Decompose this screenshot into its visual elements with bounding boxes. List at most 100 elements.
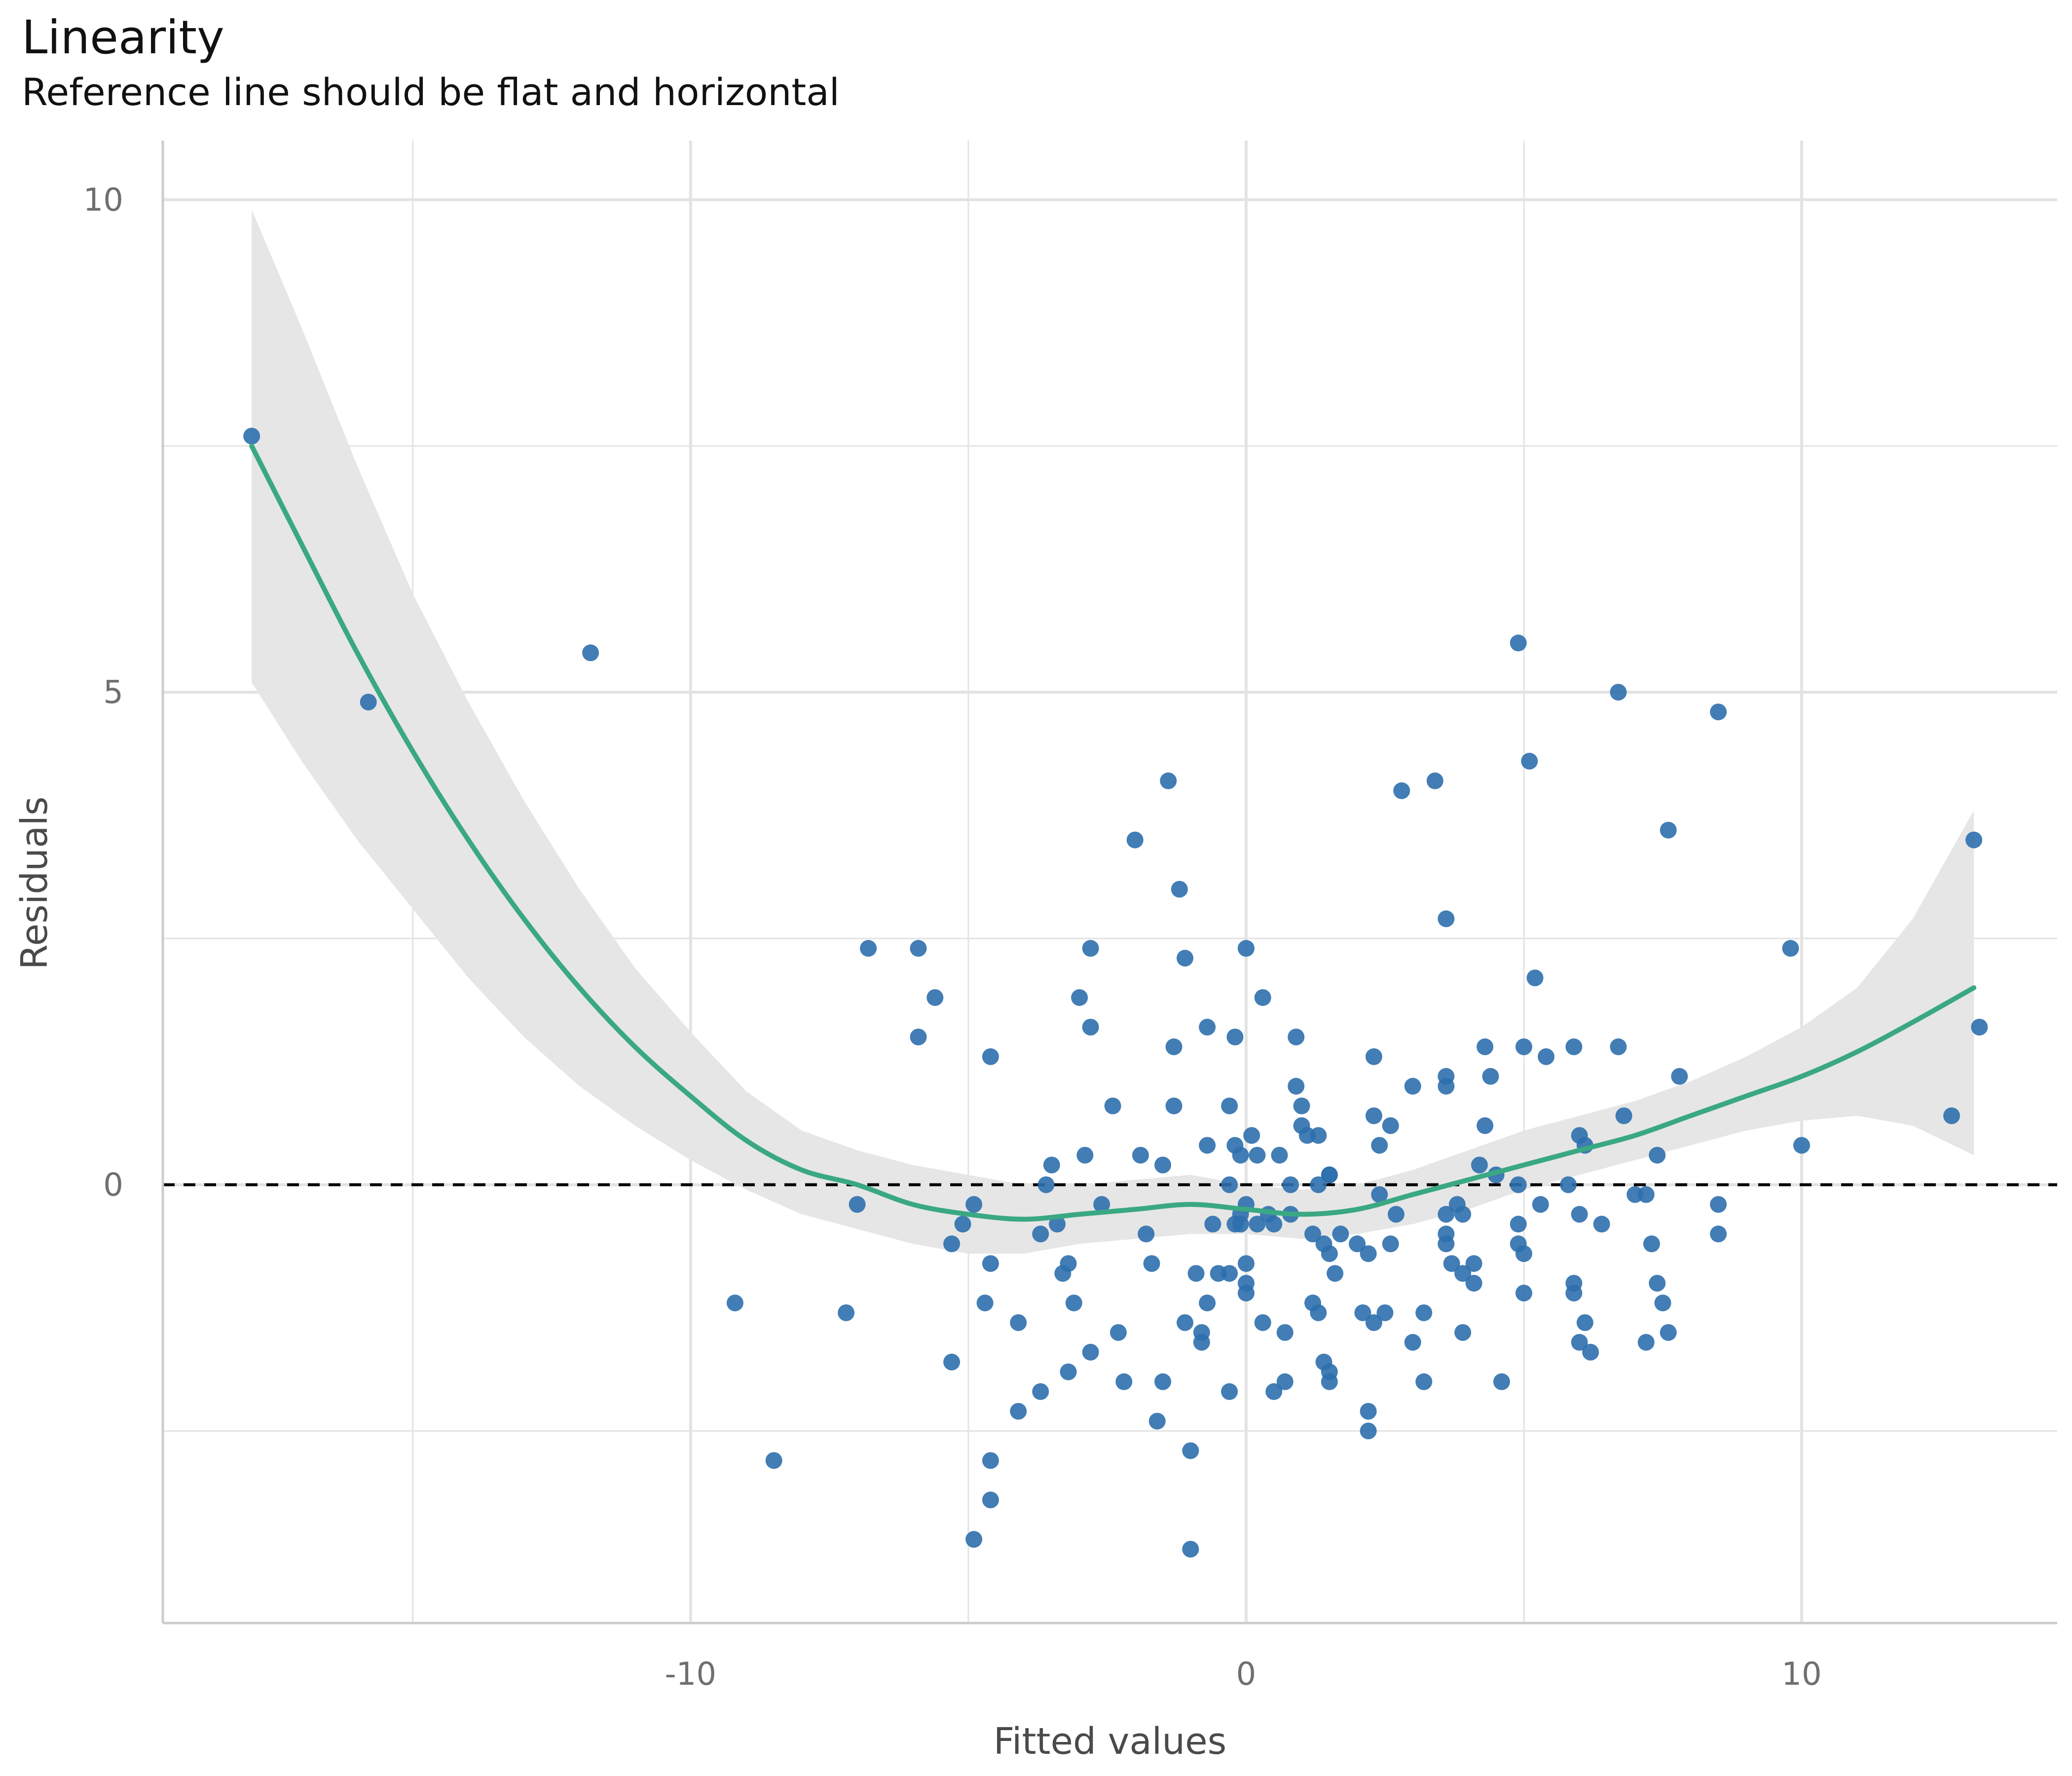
- data-point: [1793, 1137, 1810, 1154]
- data-point: [1971, 1019, 1988, 1036]
- data-point: [1660, 821, 1677, 839]
- data-point: [1010, 1403, 1027, 1420]
- confidence-band-layer: [252, 209, 1974, 1254]
- data-point: [1154, 1156, 1171, 1174]
- data-point: [1349, 1235, 1366, 1253]
- data-point: [1571, 1333, 1588, 1351]
- data-point: [1310, 1127, 1327, 1144]
- data-point: [1493, 1373, 1510, 1390]
- data-point: [1477, 1038, 1494, 1055]
- data-point: [849, 1196, 866, 1213]
- data-point: [1382, 1117, 1399, 1134]
- data-point: [1710, 703, 1727, 721]
- data-point: [1371, 1137, 1388, 1154]
- data-point: [943, 1353, 961, 1370]
- data-point: [1237, 1255, 1255, 1272]
- data-point: [1382, 1235, 1399, 1253]
- data-point: [1582, 1343, 1599, 1361]
- data-point: [1232, 1147, 1249, 1164]
- data-point: [1526, 969, 1544, 987]
- data-point: [1304, 1225, 1321, 1243]
- data-point: [1477, 1117, 1494, 1134]
- data-point: [1637, 1186, 1655, 1203]
- data-point: [1032, 1225, 1049, 1243]
- data-point: [1615, 1107, 1632, 1124]
- data-point: [1232, 1216, 1249, 1233]
- data-point: [1321, 1166, 1338, 1184]
- data-point: [1360, 1403, 1377, 1420]
- data-point: [1143, 1255, 1160, 1272]
- y-axis-title: Residuals: [13, 796, 56, 969]
- data-point: [1510, 1176, 1527, 1193]
- data-point: [1454, 1206, 1472, 1223]
- data-point: [1565, 1285, 1583, 1302]
- data-point: [1271, 1147, 1288, 1164]
- data-point: [1032, 1383, 1049, 1400]
- data-point: [1177, 1314, 1193, 1331]
- data-point: [1438, 1077, 1455, 1095]
- data-point: [1571, 1206, 1588, 1223]
- data-point: [1332, 1225, 1349, 1243]
- data-point: [726, 1295, 743, 1312]
- data-point: [1593, 1216, 1610, 1233]
- data-point: [1438, 1235, 1455, 1253]
- data-point: [1237, 940, 1255, 957]
- data-point: [1426, 772, 1443, 789]
- data-point: [1187, 1265, 1205, 1282]
- data-point: [838, 1304, 855, 1321]
- data-point: [1110, 1324, 1127, 1341]
- data-point: [1321, 1373, 1338, 1390]
- data-point: [1404, 1077, 1421, 1095]
- data-point: [1115, 1373, 1133, 1390]
- data-point: [1254, 989, 1271, 1006]
- data-point: [1560, 1176, 1577, 1193]
- data-point: [1165, 1038, 1183, 1055]
- data-point: [982, 1491, 999, 1509]
- data-point: [1387, 1206, 1405, 1223]
- data-point: [1249, 1147, 1266, 1164]
- data-point: [1132, 1147, 1149, 1164]
- data-point: [1293, 1097, 1310, 1114]
- data-point: [1060, 1363, 1077, 1380]
- data-point: [1943, 1107, 1960, 1124]
- data-point: [1671, 1068, 1688, 1085]
- data-point: [1310, 1304, 1327, 1321]
- data-point: [1415, 1373, 1433, 1390]
- data-point: [1043, 1156, 1060, 1174]
- chart-subtitle: Reference line should be flat and horizo…: [22, 70, 840, 114]
- data-point: [954, 1216, 971, 1233]
- data-point: [1199, 1019, 1216, 1036]
- data-point: [1515, 1285, 1532, 1302]
- x-tick-label: 10: [1781, 1656, 1821, 1693]
- data-point: [1710, 1196, 1727, 1213]
- data-point: [1243, 1127, 1260, 1144]
- y-tick-label: 0: [103, 1167, 123, 1203]
- data-point: [1177, 950, 1193, 967]
- data-point: [1576, 1314, 1593, 1331]
- data-point: [1327, 1265, 1344, 1282]
- data-point: [1965, 831, 1983, 849]
- data-point: [1082, 1343, 1099, 1361]
- data-point: [1360, 1245, 1377, 1262]
- data-point: [1049, 1216, 1066, 1233]
- data-point: [1365, 1314, 1382, 1331]
- data-point: [1654, 1295, 1671, 1312]
- data-point: [1360, 1422, 1377, 1440]
- data-point: [1265, 1216, 1283, 1233]
- data-point: [1454, 1265, 1472, 1282]
- data-point: [1182, 1541, 1199, 1558]
- data-point: [1532, 1196, 1549, 1213]
- data-point: [1471, 1156, 1488, 1174]
- data-point: [965, 1196, 983, 1213]
- data-point: [1199, 1295, 1216, 1312]
- data-point: [1165, 1097, 1183, 1114]
- smooth-line: [249, 444, 1977, 1222]
- x-axis-title: Fitted values: [994, 1720, 1226, 1763]
- data-point: [1010, 1314, 1027, 1331]
- data-point: [1037, 1176, 1055, 1193]
- axes-layer: [161, 141, 2057, 1625]
- data-point: [1148, 1412, 1166, 1430]
- data-point: [1354, 1304, 1371, 1321]
- data-point: [1610, 1038, 1627, 1055]
- data-point: [976, 1295, 994, 1312]
